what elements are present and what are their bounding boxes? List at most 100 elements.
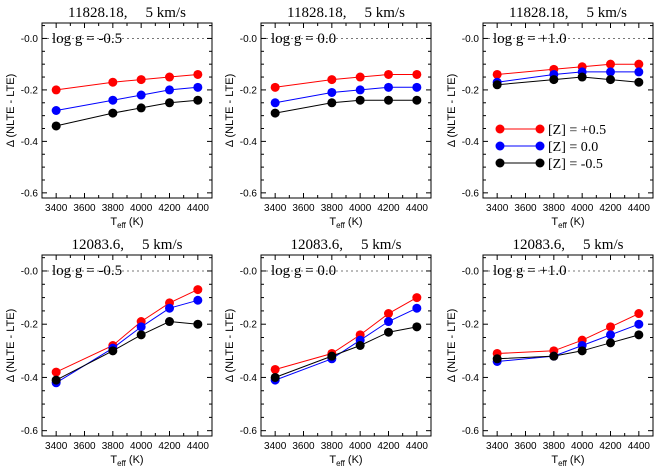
chart-panel-6: 12083.6, 5 km/s log g = +1.0 3400 3600 3800 40…	[446, 237, 654, 468]
x-axis-label-unit: (K)	[345, 454, 363, 466]
data-point	[384, 95, 393, 105]
panel-title-line: 12083.6,	[291, 237, 344, 253]
data-point	[165, 303, 174, 313]
data-point	[412, 293, 422, 303]
x-axis-label-main: T	[110, 216, 117, 228]
panel-title-velocity: 5 km/s	[365, 5, 406, 21]
data-point	[193, 319, 203, 329]
data-point	[108, 77, 118, 87]
series-line-1	[55, 289, 199, 373]
series-line-1	[56, 74, 198, 91]
x-tick-label: 4200	[599, 441, 622, 452]
x-axis-label: Teff (K)	[329, 216, 362, 230]
x-axis-label-unit: (K)	[126, 454, 144, 466]
x-tick-label: 4200	[377, 203, 400, 214]
panel-title: 12083.6, 5 km/s	[72, 237, 183, 253]
data-point	[270, 372, 280, 382]
x-tick-label: 3800	[102, 441, 125, 452]
panel-gravity-label: log g = -0.5	[52, 31, 122, 47]
legend-marker	[535, 141, 545, 151]
x-tick-label: 4400	[406, 203, 429, 214]
y-tick-label: -0.6	[462, 188, 480, 199]
data-point	[384, 317, 393, 327]
panel-gravity-label: log g = +1.0	[493, 31, 567, 47]
data-point	[327, 98, 337, 108]
legend-marker	[495, 124, 505, 134]
series-line-3	[55, 320, 198, 381]
panel-title-velocity: 5 km/s	[146, 5, 187, 21]
data-point	[327, 87, 337, 97]
y-tick-label: -0.0	[240, 266, 258, 277]
y-tick-label: -0.6	[21, 426, 39, 437]
data-point	[634, 309, 644, 319]
panel-title-line: 11828.18,	[509, 5, 568, 21]
data-point	[136, 322, 146, 332]
x-tick-label: 4000	[571, 441, 594, 452]
legend-marker	[535, 158, 545, 168]
data-point	[193, 285, 203, 295]
x-tick-label: 3400	[486, 203, 509, 214]
legend-marker	[535, 124, 545, 134]
y-tick-label: -0.0	[21, 34, 39, 45]
y-axis-label: Δ (NLTE - LTE)	[5, 309, 17, 383]
data-point	[634, 77, 644, 87]
panel-title-velocity: 5 km/s	[583, 237, 624, 253]
data-point	[606, 322, 615, 332]
x-tick-label: 4000	[130, 441, 153, 452]
data-point	[634, 330, 644, 340]
data-point	[108, 95, 118, 105]
x-tick-label: 3600	[514, 441, 537, 452]
x-axis-label-main: T	[110, 454, 117, 466]
x-axis-label: Teff (K)	[551, 454, 584, 468]
x-tick-label: 3400	[264, 203, 287, 214]
chart-panel-4: 12083.6, 5 km/s log g = -0.5 3400 3600 3800 40…	[5, 237, 213, 468]
y-tick-label: -0.2	[240, 85, 258, 96]
x-tick-label: 3800	[102, 203, 125, 214]
chart-panel-1: 11828.18, 5 km/s log g = -0.5 3400 3600 3800 4…	[5, 5, 213, 230]
series-line-3	[497, 76, 639, 86]
chart-panel-3: 11828.18, 5 km/s log g = +1.0 3400 3600 3800 4…	[446, 5, 654, 230]
series-line-3	[497, 334, 639, 360]
x-axis-label-sub: eff	[117, 221, 127, 230]
x-tick-label: 3400	[264, 441, 287, 452]
panel-gravity-label: log g = -0.5	[52, 263, 122, 279]
x-tick-label: 4400	[187, 203, 210, 214]
data-point	[165, 72, 174, 82]
data-point	[327, 75, 337, 85]
panel-title: 12083.6, 5 km/s	[291, 237, 402, 253]
data-point	[108, 108, 118, 118]
plot-frame	[41, 254, 213, 437]
x-tick-label: 3600	[292, 441, 315, 452]
y-tick-label: -0.0	[462, 34, 480, 45]
x-tick-label: 3600	[73, 203, 96, 214]
panel-title-line: 11828.18,	[287, 5, 346, 21]
data-point	[606, 67, 615, 77]
legend-label: [Z] = -0.5	[548, 157, 603, 172]
y-tick-label: -0.4	[21, 137, 39, 148]
x-tick-label: 3400	[486, 441, 509, 452]
series-line-2	[55, 299, 198, 384]
plot-frame	[260, 22, 432, 199]
y-axis-label: Δ (NLTE - LTE)	[446, 74, 458, 148]
legend-label: [Z] = 0.0	[548, 140, 598, 155]
data-point	[412, 82, 422, 92]
panel-gravity-label: log g = +1.0	[493, 263, 567, 279]
data-point	[384, 327, 393, 337]
x-tick-label: 4400	[628, 441, 651, 452]
data-point	[634, 319, 644, 329]
y-axis-label: Δ (NLTE - LTE)	[446, 309, 458, 383]
x-axis-label-main: T	[329, 216, 336, 228]
panel-title-velocity: 5 km/s	[361, 237, 402, 253]
x-tick-label: 4400	[187, 441, 210, 452]
x-tick-label: 4200	[599, 203, 622, 214]
data-point	[193, 95, 203, 105]
data-point	[136, 330, 146, 340]
panel-gravity-label: log g = 0.0	[271, 31, 336, 47]
legend-marker	[495, 158, 505, 168]
data-point	[136, 90, 146, 100]
data-point	[634, 59, 644, 69]
y-axis-label: Δ (NLTE - LTE)	[224, 74, 236, 148]
data-point	[51, 85, 61, 95]
series-line-3	[56, 99, 198, 127]
series-line-2	[56, 86, 198, 111]
